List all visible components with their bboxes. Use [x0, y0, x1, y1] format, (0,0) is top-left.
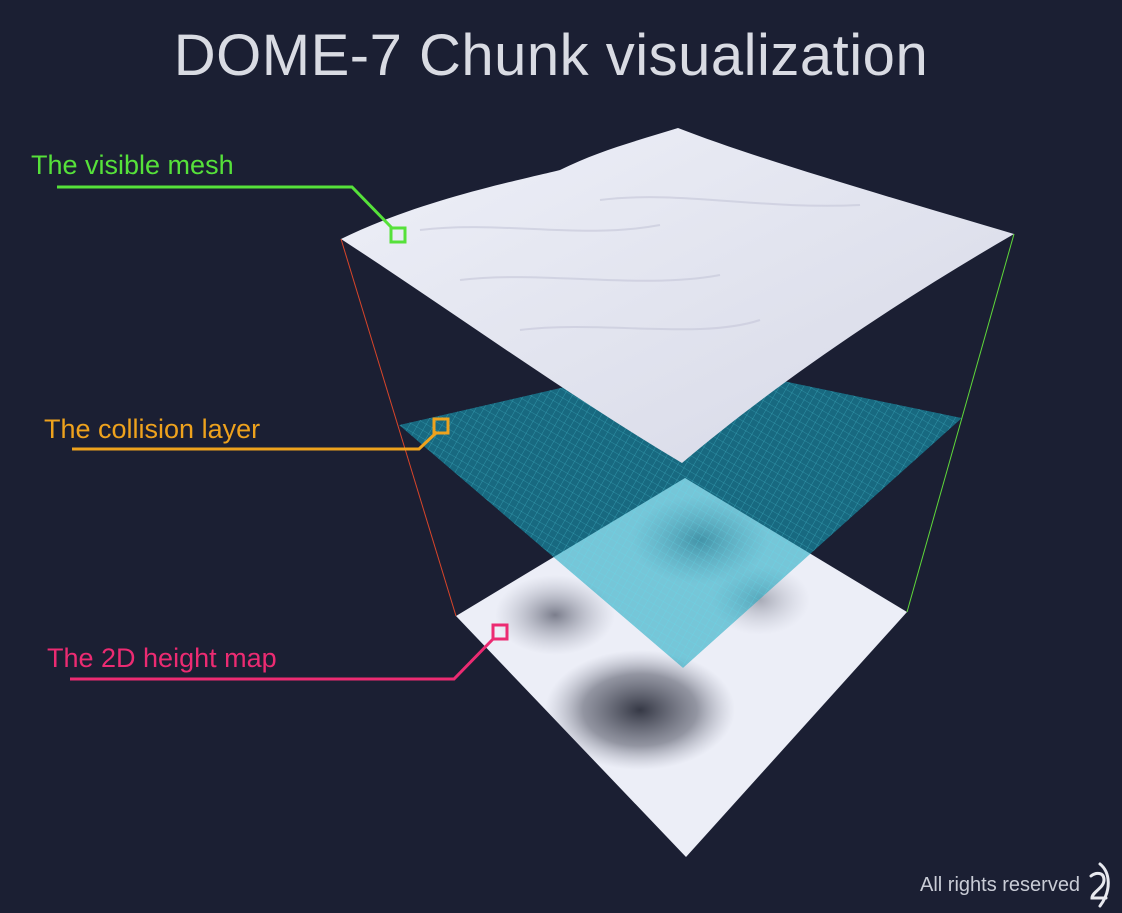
right-bound-edge [906, 233, 1015, 613]
signature-logo-icon [1089, 862, 1110, 908]
left-bound-edge [340, 238, 457, 617]
callout-visible-mesh-leader [57, 185, 407, 244]
collision-layer [399, 360, 962, 668]
callout-visible-mesh-label: The visible mesh [31, 150, 234, 180]
visible-mesh-layer [341, 128, 1014, 463]
callout-collision-layer-leader [72, 417, 450, 451]
callout-height-map-label: The 2D height map [47, 643, 277, 673]
footer-copyright: All rights reserved [920, 874, 1081, 896]
page-title: DOME-7 Chunk visualization [173, 23, 929, 88]
callout-collision-layer-label: The collision layer [44, 414, 261, 444]
callout-height-map-leader [70, 623, 509, 681]
